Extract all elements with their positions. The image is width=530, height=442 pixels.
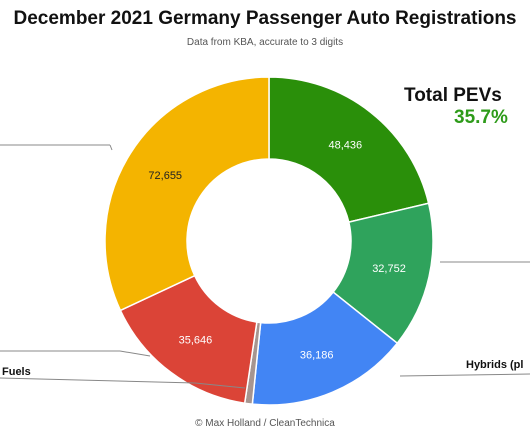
callout-fuels: Fuels	[2, 366, 31, 378]
donut-slice-0	[268, 76, 430, 224]
donut-slice-4	[119, 274, 258, 405]
leader-line-4	[119, 350, 151, 357]
copyright-footer: © Max Holland / CleanTechnica	[195, 418, 335, 429]
donut-slice-2	[251, 291, 399, 406]
donut-slice-5	[104, 76, 270, 312]
leader-line-6	[194, 382, 246, 389]
slice-value-label-2: 36,186	[300, 349, 334, 361]
leader-line-7	[399, 373, 530, 377]
callout-hybrids: Hybrids (pl	[466, 359, 524, 371]
chart-title: December 2021 Germany Passenger Auto Reg…	[13, 8, 517, 29]
chart-subtitle: Data from KBA, accurate to 3 digits	[186, 37, 344, 48]
leader-line-1	[109, 144, 113, 151]
total-pevs-label: Total PEVs	[404, 85, 502, 106]
slice-value-label-5: 72,655	[148, 170, 182, 182]
slice-value-label-0: 48,436	[328, 140, 362, 152]
slice-value-label-4: 35,646	[179, 335, 213, 347]
leader-line-5	[0, 377, 196, 384]
total-pevs-value: 35.7%	[454, 107, 508, 128]
slice-value-label-1: 32,752	[372, 263, 406, 275]
